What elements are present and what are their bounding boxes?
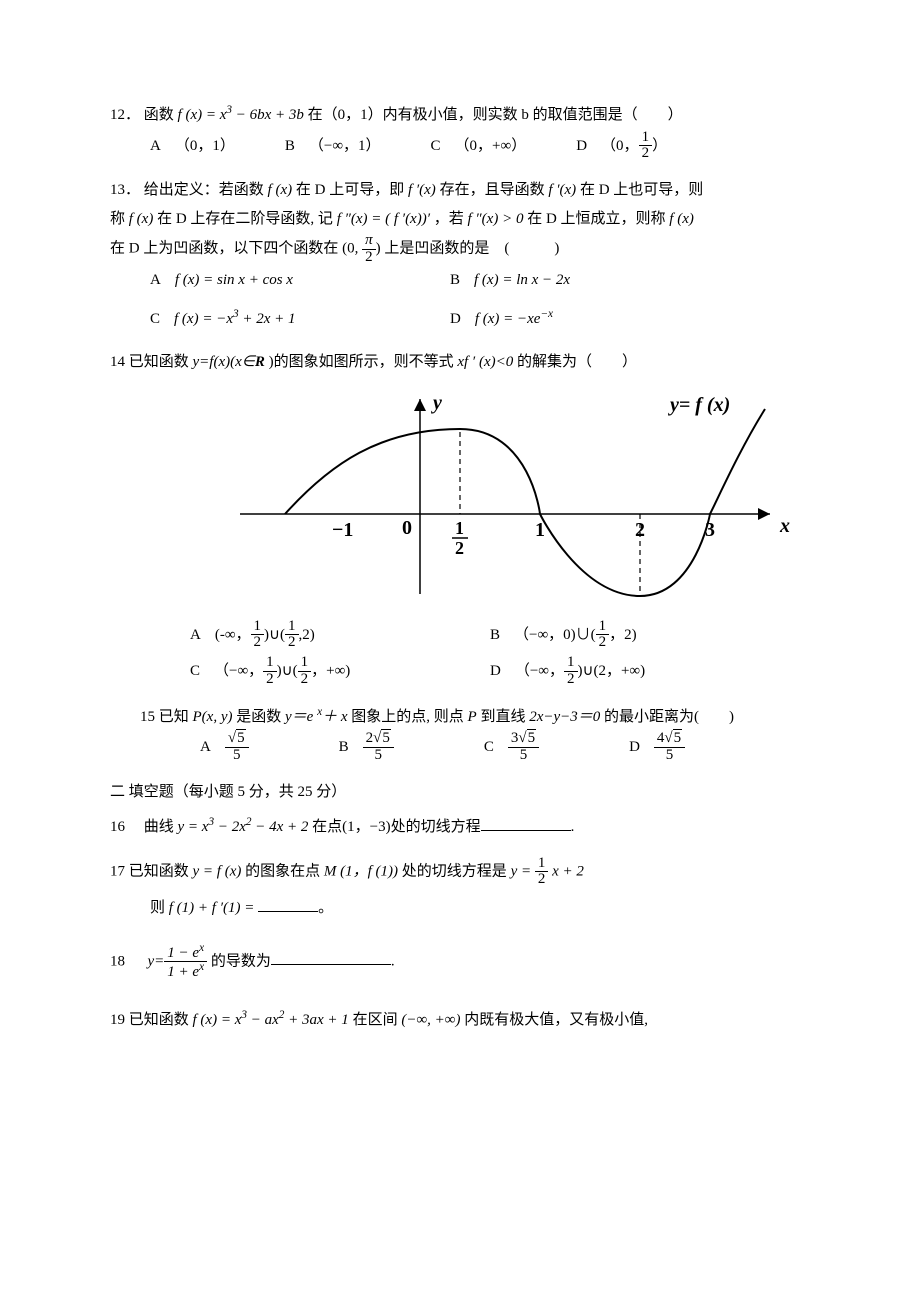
question-18: 18 y=1 − ex1 + ex 的导数为. xyxy=(110,943,840,982)
q12-func: f (x) = x xyxy=(178,107,227,123)
question-12: 12． 函数 f (x) = x3 − 6bx + 3b 在（0，1）内有极小值… xyxy=(110,100,840,162)
q12-stem-post: 在（0，1）内有极小值，则实数 b 的取值范围是（ ） xyxy=(308,107,683,123)
q13-opt-a[interactable]: Af (x) = sin x + cos x xyxy=(150,266,450,295)
q13-options: Af (x) = sin x + cos x Bf (x) = ln x − 2… xyxy=(150,266,840,334)
svg-text:1: 1 xyxy=(535,519,545,541)
svg-text:2: 2 xyxy=(455,538,464,558)
q18-number: 18 xyxy=(110,953,125,969)
question-14: 14 已知函数 y=f(x)(x∈R )的图象如图所示，则不等式 xf ′ (x… xyxy=(110,348,840,688)
q14-opt-b[interactable]: B （−∞，0)∪(12，2) xyxy=(490,619,790,652)
q15-opt-d[interactable]: D 455 xyxy=(629,731,685,764)
q14-opt-d[interactable]: D （−∞，12)∪(2，+∞) xyxy=(490,655,790,688)
q12-opt-c[interactable]: C（0，+∞） xyxy=(431,130,527,163)
q12-number: 12． xyxy=(110,107,140,123)
question-16: 16 曲线 y = x3 − 2x2 − 4x + 2 在点(1，−3)处的切线… xyxy=(110,812,840,842)
q13-opt-d[interactable]: Df (x) = −xe−x xyxy=(450,304,750,334)
question-17: 17 已知函数 y = f (x) 的图象在点 M (1，f (1)) 处的切线… xyxy=(110,856,840,923)
svg-text:2: 2 xyxy=(635,519,645,541)
q15-opt-c[interactable]: C 355 xyxy=(484,731,539,764)
svg-text:0: 0 xyxy=(402,517,412,539)
curve-label: y= f (x) xyxy=(668,394,730,416)
q19-number: 19 xyxy=(110,1012,125,1028)
q12-opt-d[interactable]: D （0，12） xyxy=(576,130,667,163)
q14-graph: y x y= f (x) −1 0 1 2 1 2 3 xyxy=(240,384,840,615)
question-15: 15 已知 P(x, y) 是函数 y＝e x＋ x 图象上的点, 则点 P 到… xyxy=(140,702,840,764)
q13-number: 13． xyxy=(110,182,140,198)
q16-blank[interactable] xyxy=(481,815,571,831)
q12-options: A（0，1） B（−∞，1） C（0，+∞） D （0，12） xyxy=(150,130,840,163)
q15-opt-b[interactable]: B 255 xyxy=(339,731,394,764)
q14-opt-c[interactable]: C （−∞，12)∪(12，+∞) xyxy=(190,655,490,688)
svg-text:1: 1 xyxy=(455,518,464,538)
q18-blank[interactable] xyxy=(271,949,391,965)
q15-opt-a[interactable]: A 55 xyxy=(200,731,249,764)
q12-mid: − 6bx + 3b xyxy=(232,107,304,123)
q14-options: A (-∞，12)∪(12,2) B （−∞，0)∪(12，2) C （−∞，1… xyxy=(190,619,840,688)
q14-opt-a[interactable]: A (-∞，12)∪(12,2) xyxy=(190,619,490,652)
q17-number: 17 xyxy=(110,863,125,879)
q13-opt-b[interactable]: Bf (x) = ln x − 2x xyxy=(450,266,750,295)
question-19: 19 已知函数 f (x) = x3 − ax2 + 3ax + 1 在区间 (… xyxy=(110,1005,840,1035)
section-2-title: 二 填空题（每小题 5 分，共 25 分） xyxy=(110,778,840,807)
q16-number: 16 xyxy=(110,819,125,835)
q14-number: 14 xyxy=(110,354,125,370)
q15-number: 15 xyxy=(140,709,155,725)
axis-y-label: y xyxy=(431,392,442,414)
q12-opt-b[interactable]: B（−∞，1） xyxy=(285,130,381,163)
q13-opt-c[interactable]: Cf (x) = −x3 + 2x + 1 xyxy=(150,304,450,334)
axis-x-label: x xyxy=(779,515,790,537)
svg-text:−1: −1 xyxy=(332,519,353,541)
q12-opt-a[interactable]: A（0，1） xyxy=(150,130,235,163)
q17-blank[interactable] xyxy=(258,896,318,912)
svg-text:3: 3 xyxy=(705,519,715,541)
q12-stem-pre: 函数 xyxy=(144,107,178,123)
question-13: 13． 给出定义：若函数 f (x) 在 D 上可导，即 f ′(x) 存在，且… xyxy=(110,176,840,334)
q15-options: A 55 B 255 C 355 D 455 xyxy=(200,731,840,764)
